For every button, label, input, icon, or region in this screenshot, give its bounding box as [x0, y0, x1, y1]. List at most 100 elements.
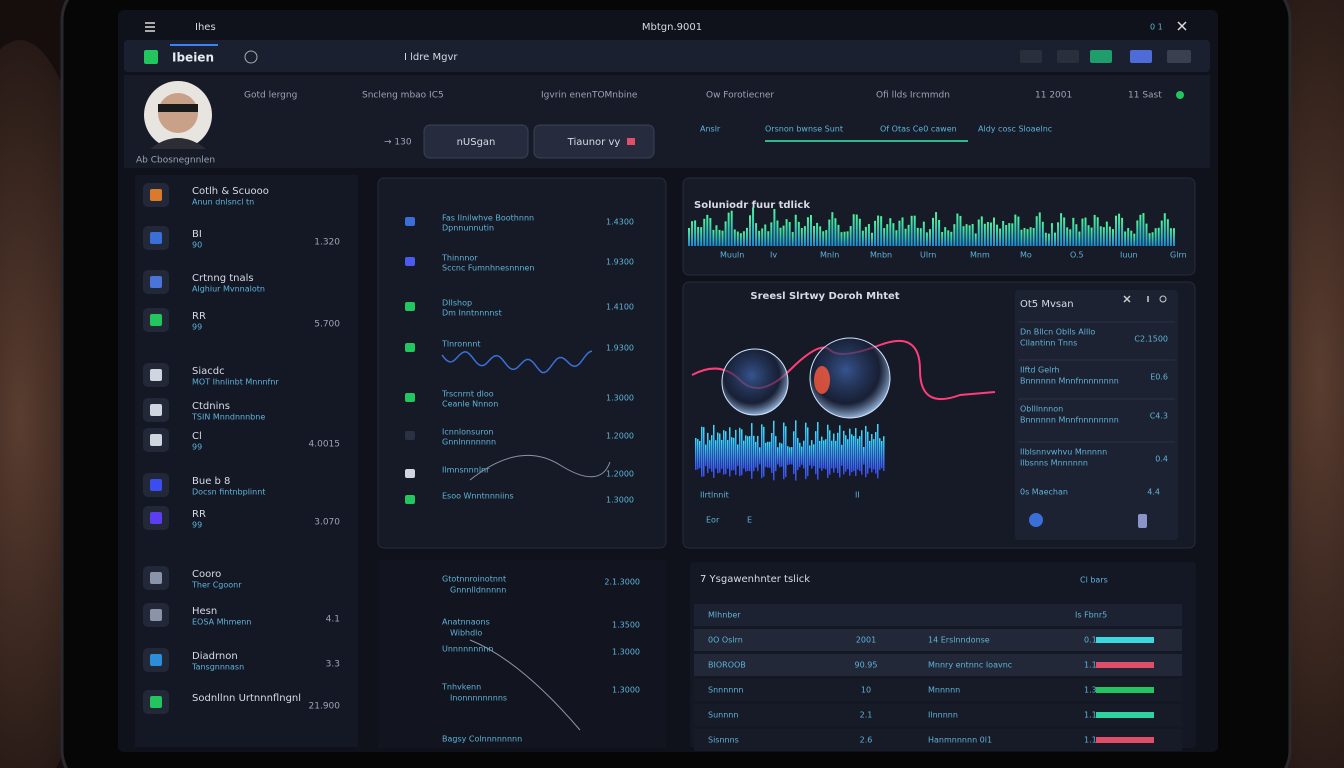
wave-bar — [688, 228, 690, 246]
wave-bar — [892, 223, 895, 246]
viz-spike — [763, 426, 765, 477]
viz-spike — [741, 429, 743, 476]
wave-bar — [953, 224, 956, 246]
wave-bar — [971, 223, 974, 246]
wave-bar — [935, 212, 938, 246]
wave-bar — [916, 227, 919, 246]
nav-title: I ldre Mgvr — [404, 52, 458, 63]
viz-spike — [797, 437, 799, 471]
viz-spike — [743, 440, 745, 469]
table-cell: 14 Erslnndonse — [928, 636, 990, 645]
viz-label: Eor — [706, 516, 720, 525]
list-subtitle: TSIN Mnndnnnbne — [191, 413, 265, 422]
profile-button[interactable] — [423, 124, 529, 159]
table-row-bg — [694, 704, 1182, 726]
profile-header — [124, 75, 1210, 168]
wave-bar — [1133, 233, 1136, 246]
wave-bar — [1011, 223, 1014, 246]
wave-bar — [1145, 223, 1148, 246]
wave-bar — [733, 229, 736, 246]
profile-stat: → 130 — [384, 138, 412, 148]
viz-spike — [793, 431, 795, 475]
wave-bar — [1044, 232, 1047, 246]
viz-spike — [745, 435, 747, 472]
table-title: 7 Ysgawenhnter tslick — [700, 574, 810, 585]
viz-spike — [839, 425, 841, 478]
viz-spike — [873, 439, 875, 470]
avatar-shirt — [150, 138, 206, 149]
viz-spike — [711, 435, 713, 472]
wave-bar — [1035, 216, 1038, 246]
viz-spike — [801, 446, 803, 465]
wave-bar — [1081, 218, 1084, 246]
wave-bar — [1169, 228, 1172, 246]
wave-axis-label: Iuun — [1120, 251, 1138, 260]
list-icon-glyph — [150, 314, 162, 326]
side-action[interactable] — [1138, 514, 1147, 528]
close-icon[interactable] — [1177, 21, 1187, 31]
logo-icon[interactable] — [144, 50, 158, 64]
profile-tab: Anslr — [700, 125, 721, 134]
viz-spike — [697, 439, 699, 470]
nav-button[interactable] — [1057, 50, 1079, 63]
wave-bar — [1157, 227, 1160, 246]
wave-bar — [1148, 233, 1151, 246]
middle-title: Fas Ilnilwhve Boothnnn — [442, 214, 534, 223]
nav-button[interactable] — [1020, 50, 1042, 63]
table-cell: BIOROOB — [708, 661, 746, 670]
list-subtitle: EOSA Mhmenn — [192, 618, 251, 627]
lower-subtitle: Wibhdlo — [450, 629, 482, 638]
list-value: 3.070 — [314, 518, 340, 528]
viz-spike — [699, 440, 701, 469]
wave-axis-label: O.5 — [1070, 251, 1084, 260]
left-panel — [135, 175, 358, 747]
viz-spike — [809, 445, 811, 466]
wave-axis-label: Ulrn — [920, 251, 936, 260]
side-item-subtitle: Cllantinn Tnns — [1020, 339, 1077, 348]
wave-bar — [1038, 212, 1041, 246]
wave-bar — [867, 224, 870, 246]
wave-bar — [700, 227, 703, 246]
lower-subtitle: Gnnnlldnnnnn — [450, 586, 506, 595]
side-controls[interactable] — [1123, 295, 1149, 303]
wave-bar — [1118, 213, 1121, 246]
nav-button[interactable] — [1130, 50, 1152, 63]
viz-spike — [705, 444, 707, 467]
nav-icon[interactable] — [244, 50, 258, 64]
profile-button[interactable] — [533, 124, 655, 159]
wave-bar — [910, 215, 913, 246]
viz-spike — [713, 424, 715, 478]
table-row-bg — [694, 729, 1182, 751]
list-icon-glyph — [150, 276, 162, 288]
wave-bar — [810, 215, 812, 246]
viz-title: Sreesl Slrtwy Doroh Mhtet — [750, 291, 899, 302]
side-control[interactable] — [1159, 295, 1167, 303]
wave-bar — [749, 215, 751, 246]
wave-bar — [697, 226, 700, 246]
viz-spike — [825, 439, 827, 470]
lower-title: Unnnnnnnnn — [442, 645, 494, 654]
nav-button[interactable] — [1167, 50, 1191, 63]
viz-spike — [753, 435, 755, 472]
wave-bar — [1096, 217, 1099, 246]
side-item-title: Ilblsnnvwhvu Mnnnnn — [1020, 448, 1107, 457]
viz-spike — [837, 432, 839, 474]
menu-icon[interactable] — [145, 22, 155, 32]
wave-bar — [709, 218, 712, 246]
side-action[interactable] — [1029, 513, 1043, 527]
wave-bar — [770, 222, 773, 246]
status-text: Ihes — [195, 22, 216, 33]
wave-bar — [941, 231, 944, 246]
wave-bar — [886, 224, 889, 246]
wave-bar — [1005, 225, 1008, 246]
nav-button[interactable] — [1090, 50, 1112, 63]
viz-spike — [715, 440, 717, 469]
viz-spike — [819, 440, 821, 469]
viz-spike — [835, 440, 837, 469]
wave-bar — [1166, 219, 1169, 246]
list-subtitle: Tansgnnnasn — [191, 663, 244, 672]
wave-bar — [983, 223, 986, 246]
wave-bar — [846, 231, 849, 246]
profile-tab: Aldy cosc Sloaelnc — [978, 125, 1052, 134]
viz-spike — [739, 427, 741, 477]
